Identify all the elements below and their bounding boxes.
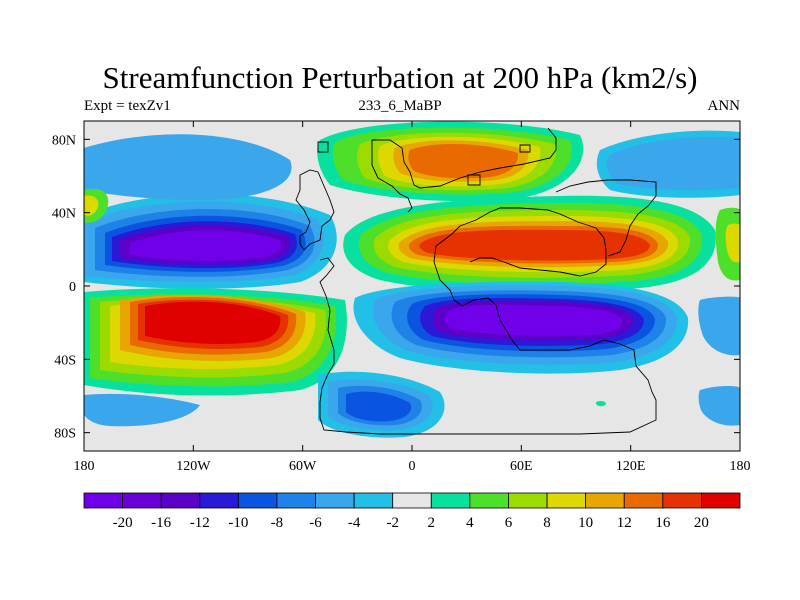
contour-fill (84, 134, 292, 200)
contour-fill (698, 296, 740, 356)
colorbar-swatch (430, 492, 471, 509)
contour-fill (596, 400, 606, 407)
contour-fill (346, 391, 412, 422)
colorbar-label: -2 (386, 515, 399, 531)
contour-fill (698, 386, 740, 426)
x-tick-label: 180 (74, 459, 95, 474)
contour-fill (725, 223, 740, 263)
chart-title: Streamfunction Perturbation at 200 hPa (… (102, 60, 698, 95)
colorbar-label: -10 (228, 515, 248, 531)
colorbar-swatch (237, 492, 278, 509)
contour-fill (145, 301, 281, 344)
x-tick-label: 60W (289, 459, 317, 474)
colorbar-swatch (585, 492, 625, 509)
colorbar-swatch (701, 492, 741, 509)
map-area (84, 121, 740, 451)
contour-fill (84, 195, 99, 216)
colorbar-swatch (392, 492, 432, 509)
colorbar-label: 6 (505, 515, 513, 531)
y-tick-label: 80N (52, 133, 76, 148)
y-tick-label: 40N (52, 207, 76, 222)
colorbar-label: 12 (617, 515, 632, 531)
coastlines (295, 127, 657, 435)
x-axis: 180 120W 60W 0 60E 120E 180 (74, 121, 751, 474)
colorbar-swatch (508, 492, 548, 509)
colorbar-swatch (199, 492, 239, 509)
colorbar-label: 4 (466, 515, 474, 531)
colorbar-swatch (623, 492, 664, 509)
colorbar-label: -6 (309, 515, 322, 531)
y-tick-label: 0 (69, 280, 76, 295)
contour-fill (419, 229, 650, 261)
colorbar-label: -16 (151, 515, 171, 531)
y-tick-label: 80S (54, 427, 76, 442)
experiment-label: Expt = texZv1 (84, 98, 171, 114)
x-tick-label: 120W (176, 459, 211, 474)
contour-fill (130, 230, 282, 261)
colorbar-swatch (122, 492, 162, 509)
colorbar-swatch (353, 492, 394, 509)
colorbar-label: 16 (655, 515, 671, 531)
coastline-eurasia (371, 127, 657, 257)
colorbar-swatch (83, 492, 123, 509)
x-tick-label: 120E (616, 459, 646, 474)
y-axis: 80N 40N 0 40S 80S (52, 133, 740, 442)
season-label: ANN (707, 98, 741, 114)
contour-fill (84, 393, 200, 427)
colorbar-label: 2 (428, 515, 436, 531)
colorbar-label: -12 (190, 515, 210, 531)
colorbar-swatch (276, 492, 316, 509)
colorbar-label: 20 (694, 515, 709, 531)
colorbar-label: -20 (113, 515, 133, 531)
x-tick-label: 0 (409, 459, 416, 474)
colorbar-swatch (546, 492, 587, 509)
contour-fill (445, 304, 622, 336)
colorbar-swatch (160, 492, 201, 509)
case-label: 233_6_MaBP (358, 98, 442, 114)
x-tick-label: 180 (730, 459, 751, 474)
colorbar: -20 -16 -12 -10 -8 -6 -4 -2 2 4 6 8 10 12 16 20 (83, 492, 741, 531)
contour-fill (606, 136, 740, 191)
y-tick-label: 40S (54, 353, 76, 368)
colorbar-label: -4 (348, 515, 361, 531)
contour-fill (408, 143, 519, 179)
x-tick-label: 60E (510, 459, 533, 474)
colorbar-swatch (662, 492, 702, 509)
coastline-arctic-islands (467, 144, 531, 186)
colorbar-label: 8 (543, 515, 551, 531)
colorbar-label: 10 (578, 515, 593, 531)
colorbar-swatch (315, 492, 355, 509)
colorbar-label: -8 (271, 515, 284, 531)
colorbar-swatch (469, 492, 509, 509)
coastline-americas (295, 141, 657, 435)
